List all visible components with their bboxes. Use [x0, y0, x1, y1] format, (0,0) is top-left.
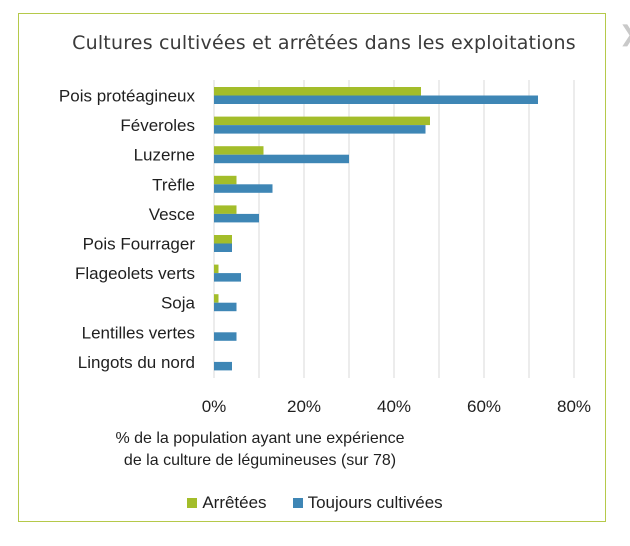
bar-arretees: [214, 235, 232, 244]
x-tick-labels: 0% 20% 40% 60% 80%: [202, 397, 591, 416]
x-axis-label-line-2: de la culture de légumineuses (sur 78): [123, 452, 397, 469]
bar-cultivees: [214, 184, 273, 193]
legend-item-cultivees: Toujours cultivées: [292, 493, 443, 513]
category-label: Lingots du nord: [78, 353, 195, 372]
category-label: Soja: [161, 294, 196, 313]
legend: Arrêtées Toujours cultivées: [0, 493, 630, 513]
x-tick-label: 0%: [202, 397, 227, 416]
bar-cultivees: [214, 125, 426, 134]
legend-swatch-cultivees: [292, 498, 303, 508]
bar-cultivees: [214, 154, 349, 164]
bar-cultivees: [214, 332, 237, 341]
x-axis-label-line-1: % de la population ayant une expérience: [115, 430, 405, 447]
category-label: Vesce: [149, 205, 195, 224]
x-tick-label: 60%: [467, 397, 501, 416]
category-label: Pois Fourrager: [83, 235, 196, 254]
category-label: Trèfle: [152, 175, 195, 194]
chart-title: Cultures cultivées et arrêtées dans les …: [72, 32, 576, 54]
bar-cultivees: [214, 95, 538, 104]
x-tick-label: 20%: [287, 397, 321, 416]
bar-arretees: [214, 264, 219, 274]
bar-arretees: [214, 294, 219, 303]
bar-cultivees: [214, 302, 237, 312]
x-axis-label: % de la population ayant une expérience …: [60, 428, 460, 472]
bar-arretees: [214, 146, 264, 155]
bar-arretees: [214, 175, 237, 185]
legend-swatch-arretees: [187, 498, 198, 508]
category-label: Lentilles vertes: [82, 323, 195, 342]
legend-item-arretees: Arrêtées: [187, 493, 267, 513]
bar-cultivees: [214, 213, 259, 223]
bar-arretees: [214, 205, 237, 214]
category-label: Féveroles: [120, 116, 195, 135]
category-label: Pois protéagineux: [59, 87, 196, 106]
x-tick-label: 40%: [377, 397, 411, 416]
bar-cultivees: [214, 361, 232, 371]
bar-cultivees: [214, 273, 241, 282]
legend-label-cultivees: Toujours cultivées: [307, 493, 443, 512]
bar-arretees: [214, 87, 421, 96]
bar-arretees: [214, 116, 430, 126]
category-label: Flageolets verts: [75, 264, 195, 283]
category-labels: Pois protéagineux Féveroles Luzerne Trèfle V…: [59, 87, 196, 372]
legend-label-arretees: Arrêtées: [202, 493, 267, 512]
bars: [214, 87, 538, 371]
category-label: Luzerne: [134, 146, 195, 165]
chevron-right-icon: ❯: [619, 22, 630, 47]
bar-cultivees: [214, 243, 232, 252]
x-tick-label: 80%: [557, 397, 591, 416]
